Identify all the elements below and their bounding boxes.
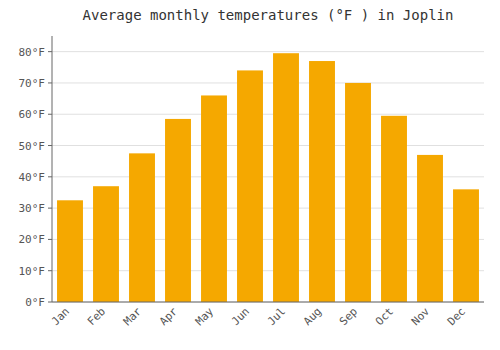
bar [345,83,371,302]
x-axis: Jan Feb Mar Apr May Jun Jul Aug Sep Oct Nov Dec [49,302,484,328]
y-tick [48,302,52,303]
x-axis-line [52,302,484,303]
x-tick-label: Nov [409,305,433,329]
bar [237,70,263,302]
y-tick-label: 30°F [19,202,46,215]
y-tick-label: 60°F [19,108,46,121]
bar [381,116,407,302]
grid-line [52,82,484,83]
chart-container: Average monthly temperatures (°F ) in Jo… [0,0,500,350]
y-tick-label: 0°F [25,296,45,309]
x-tick-label: Feb [85,305,108,328]
x-tick-label: Dec [445,305,468,328]
bar [57,200,83,302]
x-tick-label: Apr [157,305,181,329]
y-tick-label: 70°F [19,77,46,90]
y-tick [48,208,52,209]
bar [201,95,227,302]
y-tick-label: 10°F [19,265,46,278]
bar [129,153,155,302]
bar [309,61,335,302]
bar [93,186,119,302]
chart: Average monthly temperatures (°F ) in Jo… [0,0,500,350]
x-tick-label: Sep [337,305,360,328]
y-tick [48,82,52,83]
y-tick-label: 20°F [19,233,46,246]
y-tick [48,270,52,271]
bars [57,53,479,302]
grid [52,52,484,302]
y-tick [48,114,52,115]
y-tick-label: 80°F [19,46,46,59]
bar [273,53,299,302]
y-tick [48,145,52,146]
bar [165,119,191,302]
y-axis: 0°F 10°F 20°F 30°F 40°F 50°F 60°F 70°F 80°F [19,36,53,309]
grid-line [52,145,484,146]
y-tick [48,239,52,240]
x-tick-label: Jul [265,305,288,328]
y-axis-line [52,36,53,302]
grid-line [52,302,484,303]
x-tick-label: Mar [121,305,145,329]
y-tick-label: 40°F [19,171,46,184]
bar [417,155,443,302]
x-tick-label: Oct [373,305,396,328]
x-tick-label: Aug [301,305,324,328]
y-tick [48,51,52,52]
y-tick-label: 50°F [19,140,46,153]
grid-line [52,51,484,52]
x-tick-label: Jan [49,305,72,328]
grid-line [52,114,484,115]
bar [453,189,479,302]
y-tick [48,176,52,177]
x-tick-label: May [193,305,217,329]
x-tick-label: Jun [229,305,252,328]
title: Average monthly temperatures (°F ) in Jo… [83,7,454,23]
